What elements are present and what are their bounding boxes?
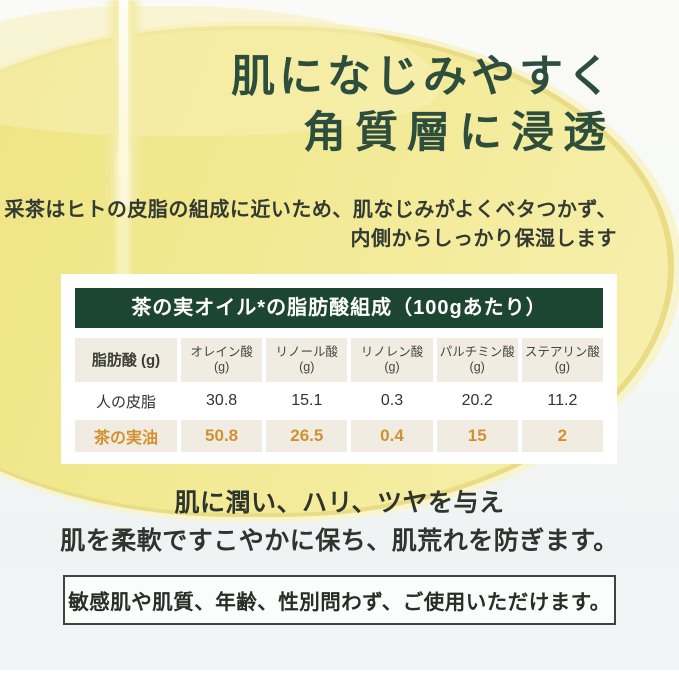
intro-text: 采茶はヒトの皮脂の組成に近いため、肌なじみがよくベタつかず、 内側からしっかり保… — [4, 196, 617, 254]
benefit-text-line2: 肌を柔軟ですこやかに保ち、肌荒れを防ぎます。 — [60, 527, 619, 555]
benefit-text-line1: 肌に潤い、ハリ、ツヤを与え — [174, 489, 505, 517]
column-header-unit: (g) — [384, 360, 400, 374]
oil-drip-stream — [119, 0, 128, 178]
column-header-label: リノール酸 — [275, 345, 339, 359]
bottom-margin — [0, 670, 679, 679]
column-header-palmitic-acid: パルチミン酸 (g) — [436, 338, 518, 382]
page-title-line2: 角質層に浸透 — [303, 110, 615, 157]
table-cell-human-stearic: 11.2 — [521, 386, 603, 416]
column-header-unit: (g) — [213, 360, 230, 374]
benefit-text: 肌に潤い、ハリ、ツヤを与え 肌を柔軟ですこやかに保ち、肌荒れを防ぎます。 — [0, 484, 679, 560]
table-cell-human-linoleic: 15.1 — [266, 386, 348, 416]
fatty-acid-table-panel: 茶の実オイル*の脂肪酸組成（100gあたり） 脂肪酸 (g) オレイン酸 (g)… — [61, 274, 617, 464]
table-cell-tea-stearic: 2 — [521, 420, 603, 452]
column-header-unit: (g) — [554, 360, 571, 374]
column-header-oleic-acid: オレイン酸 (g) — [181, 338, 263, 382]
column-header-label: オレイン酸 — [190, 345, 253, 359]
usage-note-box: 敏感肌や肌質、年齢、性別問わず、ご使用いただけます。 — [63, 575, 616, 625]
column-header-unit: (g) — [299, 360, 315, 374]
intro-text-line1: 采茶はヒトの皮脂の組成に近いため、肌なじみがよくベタつかず、 — [4, 199, 617, 221]
table-cell-human-linolenic: 0.3 — [351, 386, 433, 416]
table-caption: 茶の実オイル*の脂肪酸組成（100gあたり） — [75, 288, 603, 328]
fatty-acid-table: 脂肪酸 (g) オレイン酸 (g) リノール酸 (g) リノレン酸 (g) パル… — [75, 338, 603, 452]
table-cell-human-palmitic: 20.2 — [436, 386, 518, 416]
page-title-line1: 肌になじみやすく — [231, 52, 615, 101]
column-header-linoleic-acid: リノール酸 (g) — [266, 338, 348, 382]
column-header-fatty-acid: 脂肪酸 (g) — [75, 338, 177, 382]
table-cell-human-oleic: 30.8 — [181, 386, 263, 416]
column-header-unit: (g) — [469, 360, 485, 374]
column-header-label: ステアリン酸 — [524, 345, 600, 359]
column-header-stearic-acid: ステアリン酸 (g) — [521, 338, 603, 382]
row-label-human-sebum: 人の皮脂 — [75, 386, 177, 416]
column-header-label: 脂肪酸 (g) — [91, 351, 161, 369]
table-cell-tea-oleic: 50.8 — [181, 420, 263, 452]
column-header-linolenic-acid: リノレン酸 (g) — [351, 338, 433, 382]
column-header-label: パルチミン酸 — [439, 345, 515, 359]
page-title: 肌になじみやすく 角質層に浸透 — [231, 48, 615, 162]
usage-note-text: 敏感肌や肌質、年齢、性別問わず、ご使用いただけます。 — [68, 591, 611, 614]
table-cell-tea-palmitic: 15 — [436, 420, 518, 452]
row-label-tea-seed-oil: 茶の実油 — [75, 420, 177, 452]
intro-text-line2: 内側からしっかり保湿します — [350, 228, 617, 250]
oil-drip-tail — [116, 150, 130, 295]
table-cell-tea-linoleic: 26.5 — [266, 420, 348, 452]
table-cell-tea-linolenic: 0.4 — [351, 420, 433, 452]
column-header-label: リノレン酸 — [360, 345, 424, 359]
